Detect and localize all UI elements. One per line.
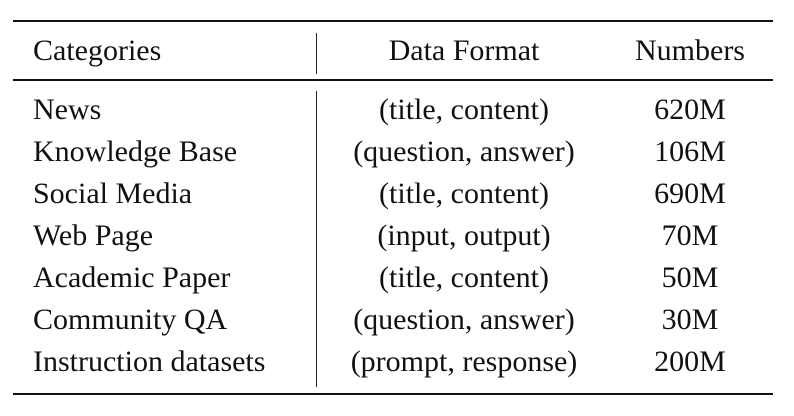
column-divider-body [316,91,318,387]
cell-numbers: 30M [661,303,719,336]
cell-data-format: (question, answer) [353,135,575,168]
cell-data-format: (question, answer) [353,303,575,336]
cell-data-format: (input, output) [377,219,551,252]
header-categories: Categories [33,34,162,67]
cell-data-format: (title, content) [379,177,549,210]
cell-data-format: (prompt, response) [350,345,578,378]
cell-numbers: 70M [661,219,719,252]
cell-numbers: 690M [654,177,726,210]
cell-category: Academic Paper [33,261,231,294]
cell-numbers: 200M [654,345,726,378]
column-divider-header [316,33,318,74]
header-numbers: Numbers [635,34,745,67]
table-bottom-rule [13,393,773,395]
cell-numbers: 620M [654,93,726,126]
cell-category: News [33,93,102,126]
cell-numbers: 106M [654,135,726,168]
cell-data-format: (title, content) [379,93,549,126]
cell-data-format: (title, content) [379,261,549,294]
cell-category: Knowledge Base [33,135,238,168]
cell-category: Community QA [33,303,228,336]
table-top-rule [13,20,773,22]
cell-numbers: 50M [661,261,719,294]
cell-category: Instruction datasets [33,345,266,378]
cell-category: Web Page [33,219,154,252]
table-header-rule [13,79,773,81]
header-data-format: Data Format [388,34,540,67]
cell-category: Social Media [33,177,193,210]
